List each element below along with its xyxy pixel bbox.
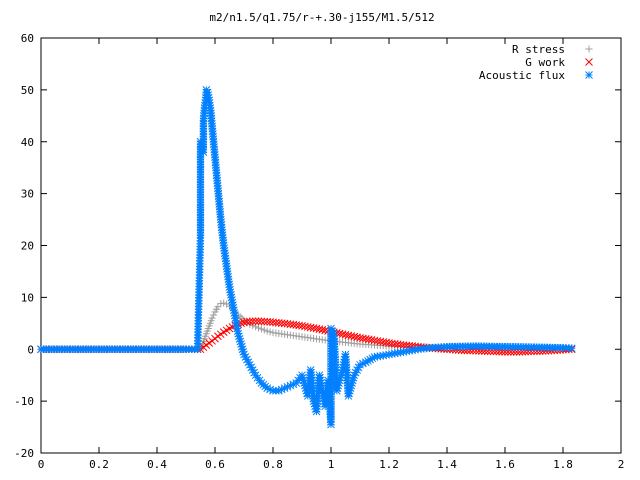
chart-title: m2/n1.5/q1.75/r-+.30-j155/M1.5/512 [209, 11, 434, 24]
data-point [318, 325, 327, 334]
legend-marker [585, 71, 593, 79]
data-point [263, 327, 271, 335]
data-point [266, 385, 274, 394]
data-point [312, 324, 321, 333]
data-point [257, 317, 266, 326]
data-point [567, 344, 576, 353]
data-point [249, 322, 257, 330]
data-point [210, 311, 218, 319]
y-tick-label: 50 [21, 84, 34, 97]
data-point [347, 332, 356, 340]
data-point [214, 303, 222, 311]
data-point [220, 299, 228, 307]
x-tick-label: 0.8 [263, 458, 283, 471]
data-point [350, 332, 359, 341]
data-point [257, 325, 265, 333]
x-tick-label: 0.4 [147, 458, 167, 471]
series-acoustic-flux [37, 86, 576, 429]
x-axis: 0 0.2 0.4 0.6 0.8 1 1.2 1.4 1.6 1.8 2 [38, 38, 625, 471]
data-point [280, 384, 289, 393]
y-tick-label: 0 [27, 343, 34, 356]
data-point [515, 347, 524, 356]
plot-marks [37, 86, 576, 429]
data-point [359, 359, 367, 368]
data-point [248, 317, 257, 326]
data-point [489, 347, 498, 356]
x-tick-label: 0.6 [205, 458, 225, 471]
legend-label: Acoustic flux [479, 69, 565, 82]
x-tick-label: 1.8 [553, 458, 573, 471]
y-tick-label: 60 [21, 32, 34, 45]
data-point [208, 314, 216, 322]
y-tick-label: 20 [21, 240, 34, 253]
y-tick-label: 30 [21, 188, 34, 201]
data-point [254, 317, 263, 326]
y-tick-label: -20 [14, 447, 34, 460]
x-tick-label: 1.4 [437, 458, 457, 471]
legend-marker [585, 45, 593, 53]
legend-label: R stress [512, 43, 565, 56]
legend-label: G work [525, 56, 565, 69]
y-tick-label: 10 [21, 291, 34, 304]
data-point [344, 331, 353, 340]
x-tick-label: 0.2 [89, 458, 109, 471]
data-point [245, 317, 254, 326]
data-point [338, 330, 347, 338]
data-point [255, 324, 262, 332]
x-tick-label: 1.6 [495, 458, 515, 471]
y-tick-label: 40 [21, 136, 34, 149]
x-tick-label: 1.2 [379, 458, 399, 471]
data-point [341, 330, 350, 339]
legend-marker [585, 58, 593, 66]
x-tick-label: 2 [618, 458, 625, 471]
y-axis: -20 -10 0 10 20 30 40 50 60 [14, 32, 621, 460]
x-tick-label: 1 [328, 458, 335, 471]
data-point [217, 300, 225, 308]
data-point [266, 328, 274, 336]
data-point [251, 317, 260, 326]
data-point [486, 347, 495, 356]
x-tick-label: 0 [38, 458, 45, 471]
y-tick-label: -10 [14, 395, 34, 408]
data-point [260, 326, 268, 334]
data-point [315, 325, 324, 333]
